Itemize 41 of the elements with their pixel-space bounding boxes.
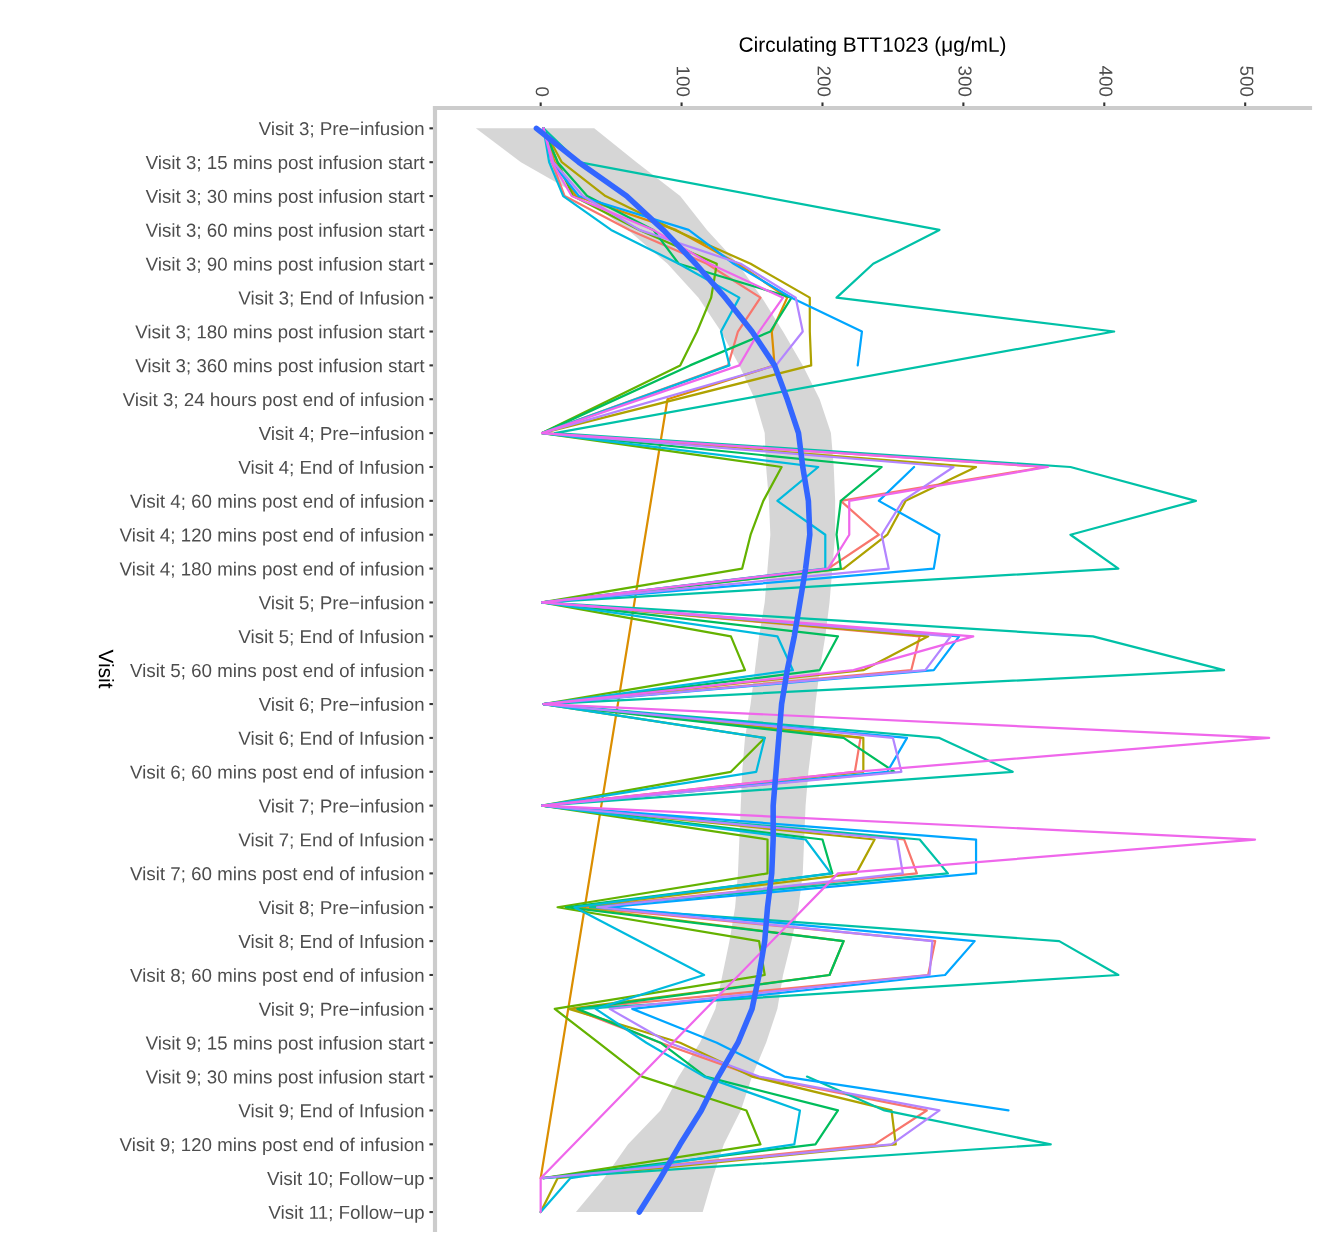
y-tick-label: Visit 4; Pre−infusion (258, 426, 424, 443)
y-tick-label: Visit 4; End of Infusion (238, 460, 424, 477)
y-tick-label: Visit 4; 180 mins post end of infusion (119, 561, 424, 580)
x-tick-label: 400 (1099, 66, 1113, 97)
y-tick-label: Visit 4; 120 mins post end of infusion (119, 527, 424, 546)
y-tick-label: Visit 7; End of Infusion (238, 832, 424, 849)
y-tick-label: Visit 3; 24 hours post end of infusion (122, 392, 424, 410)
y-tick-label: Visit 4; 60 mins post end of infusion (130, 494, 424, 512)
x-tick-label: 0 (535, 87, 549, 97)
y-tick-label: Visit 3; 60 mins post infusion start (145, 223, 425, 241)
y-tick-label: Visit 8; 60 mins post end of infusion (130, 968, 424, 986)
y-tick-label: Visit 8; Pre−infusion (258, 900, 424, 917)
y-tick-label: Visit 3; 180 mins post infusion start (135, 324, 425, 343)
x-tick-label: 200 (817, 66, 831, 97)
y-tick-label: Visit 10; Follow−up (267, 1171, 424, 1189)
y-tick-label: Visit 6; 60 mins post end of infusion (130, 764, 424, 783)
y-tick-label: Visit 3; 90 mins post infusion start (145, 256, 425, 275)
y-tick-label: Visit 3; 30 mins post infusion start (145, 189, 425, 207)
x-tick-label: 300 (958, 66, 972, 97)
y-tick-label: Visit 3; 15 mins post infusion start (145, 155, 425, 173)
y-tick-label: Visit 7; 60 mins post end of infusion (130, 866, 424, 885)
y-tick-label: Visit 6; Pre−infusion (258, 697, 424, 714)
y-axis-title: Visit (98, 649, 114, 689)
y-tick-label: Visit 9; Pre−infusion (258, 1002, 424, 1019)
x-tick-label: 100 (676, 67, 690, 97)
y-tick-label: Visit 9; 120 mins post end of infusion (119, 1137, 424, 1155)
y-tick-label: Visit 3; End of Infusion (238, 290, 424, 307)
y-tick-label: Visit 5; End of Infusion (238, 629, 424, 646)
y-tick-label: Visit 5; 60 mins post end of infusion (130, 663, 424, 681)
y-tick-label: Visit 11; Follow−up (268, 1205, 424, 1223)
y-tick-label: Visit 5; Pre−infusion (258, 595, 424, 612)
y-tick-label: Visit 9; 15 mins post infusion start (145, 1035, 425, 1054)
y-tick-label: Visit 9; 30 mins post infusion start (145, 1069, 425, 1088)
x-tick-label: 500 (1240, 66, 1254, 97)
y-tick-label: Visit 6; End of Infusion (238, 731, 424, 748)
y-tick-label: Visit 7; Pre−infusion (258, 798, 424, 815)
y-tick-label: Visit 8; End of Infusion (238, 934, 424, 951)
y-tick-label: Visit 3; Pre−infusion (258, 121, 424, 138)
x-axis-title: Circulating BTT1023 (μg/mL) (739, 36, 1006, 57)
y-tick-label: Visit 9; End of Infusion (238, 1103, 424, 1120)
y-tick-label: Visit 3; 360 mins post infusion start (135, 358, 425, 377)
